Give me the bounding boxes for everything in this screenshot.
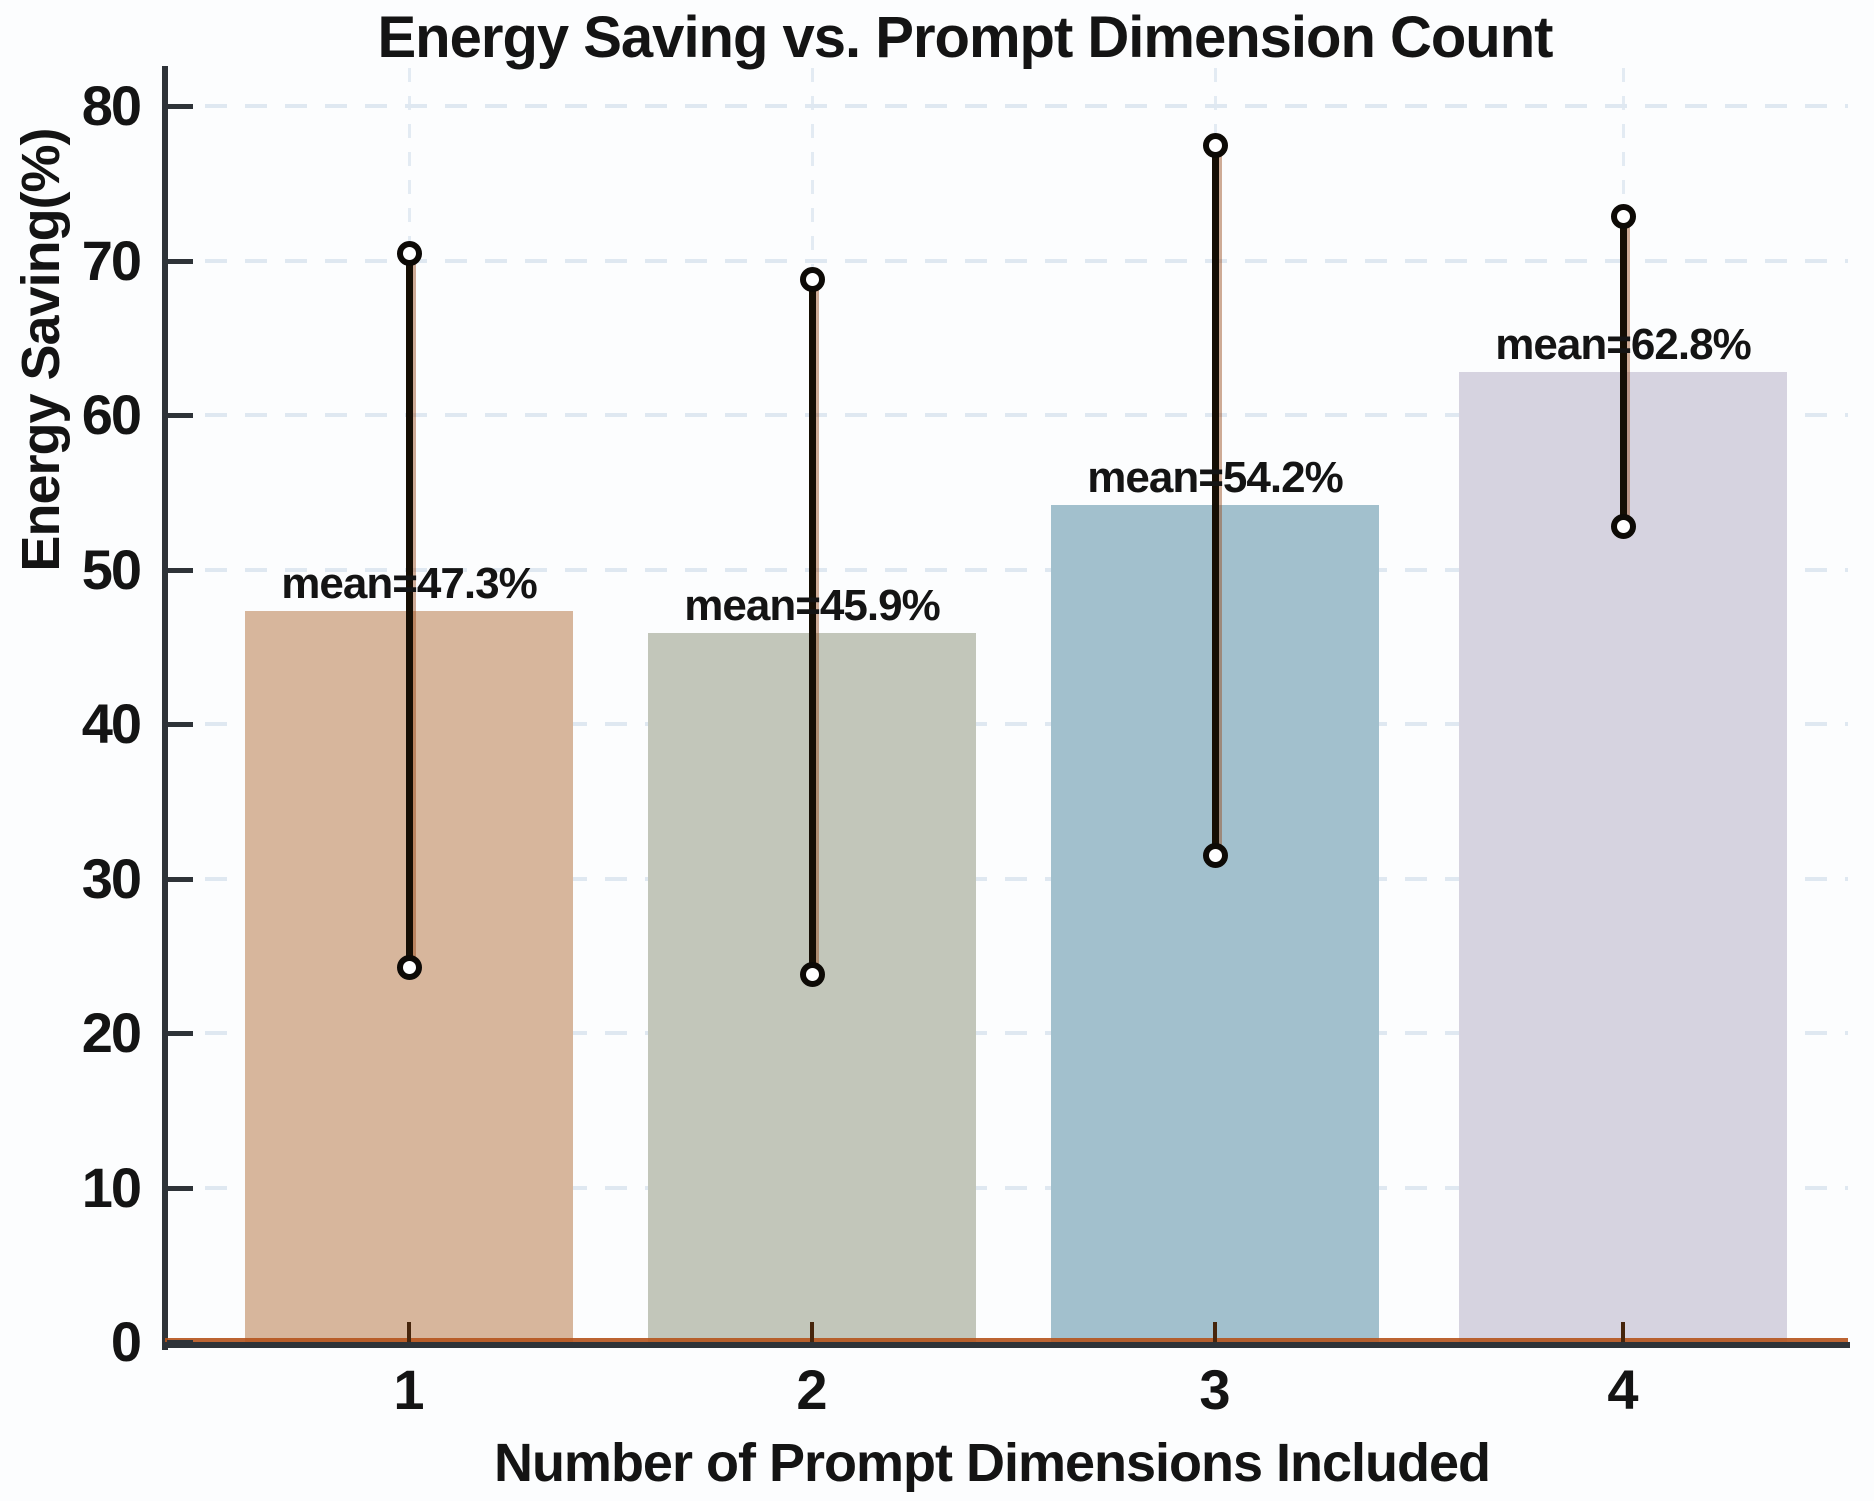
error-bar-cap-low bbox=[397, 954, 422, 980]
error-bar-stem bbox=[809, 279, 816, 975]
horizontal-gridline bbox=[165, 1185, 1848, 1190]
horizontal-gridline bbox=[165, 722, 1848, 726]
y-tick-mark bbox=[167, 258, 193, 264]
y-tick-mark bbox=[167, 1185, 193, 1191]
horizontal-gridline bbox=[165, 258, 1848, 263]
horizontal-gridline bbox=[165, 413, 1848, 417]
y-tick-mark bbox=[167, 104, 193, 109]
error-bar-cap-low bbox=[1611, 514, 1636, 540]
error-bar-stem bbox=[1212, 144, 1219, 856]
y-tick-label: 80 bbox=[81, 74, 142, 137]
x-tick-label: 3 bbox=[1199, 1358, 1231, 1421]
y-tick-label: 40 bbox=[81, 692, 142, 755]
horizontal-gridline bbox=[165, 104, 1848, 108]
x-tick-mark bbox=[810, 1322, 814, 1342]
chart-title: Energy Saving vs. Prompt Dimension Count bbox=[377, 5, 1554, 70]
x-axis-line bbox=[162, 1342, 1850, 1348]
y-tick-mark bbox=[167, 413, 193, 418]
y-tick-mark bbox=[167, 722, 193, 727]
x-tick-label: 4 bbox=[1607, 1358, 1639, 1421]
zero-baseline bbox=[165, 1338, 1848, 1342]
y-axis-label: Energy Saving(%) bbox=[11, 128, 71, 572]
error-bar-cap-high bbox=[397, 240, 422, 266]
error-bar-stem bbox=[406, 252, 413, 967]
x-tick-mark bbox=[1621, 1322, 1625, 1342]
y-tick-mark bbox=[167, 876, 193, 882]
error-bar-cap-low bbox=[800, 962, 825, 988]
error-bar-cap-high bbox=[1203, 132, 1228, 158]
error-bar-cap-low bbox=[1203, 843, 1228, 869]
error-bar-stem bbox=[1620, 215, 1627, 527]
y-tick-label: 60 bbox=[81, 383, 142, 446]
error-bar-cap-high bbox=[800, 267, 825, 293]
x-tick-label: 2 bbox=[796, 1358, 828, 1421]
y-axis-line bbox=[162, 66, 168, 1350]
y-tick-mark bbox=[167, 1340, 193, 1345]
y-tick-mark bbox=[167, 1031, 193, 1036]
horizontal-gridline bbox=[165, 876, 1848, 881]
mean-annotation: mean=54.2% bbox=[1087, 452, 1343, 502]
y-tick-label: 10 bbox=[81, 1155, 142, 1219]
horizontal-gridline bbox=[165, 567, 1848, 572]
x-axis-label: Number of Prompt Dimensions Included bbox=[493, 1433, 1491, 1493]
y-tick-label: 20 bbox=[81, 1001, 142, 1064]
x-tick-label: 1 bbox=[393, 1358, 425, 1421]
mean-annotation: mean=47.3% bbox=[281, 559, 537, 609]
y-tick-mark bbox=[167, 567, 193, 573]
mean-annotation: mean=45.9% bbox=[684, 580, 940, 630]
horizontal-gridline bbox=[165, 1031, 1848, 1035]
y-tick-label: 50 bbox=[81, 537, 142, 601]
y-tick-label: 70 bbox=[81, 228, 142, 292]
error-bar-cap-high bbox=[1611, 203, 1636, 229]
x-tick-mark bbox=[1213, 1322, 1217, 1342]
mean-annotation: mean=62.8% bbox=[1495, 319, 1751, 369]
y-tick-label: 30 bbox=[81, 846, 142, 910]
y-tick-label: 0 bbox=[110, 1310, 142, 1373]
x-tick-mark bbox=[407, 1322, 411, 1342]
